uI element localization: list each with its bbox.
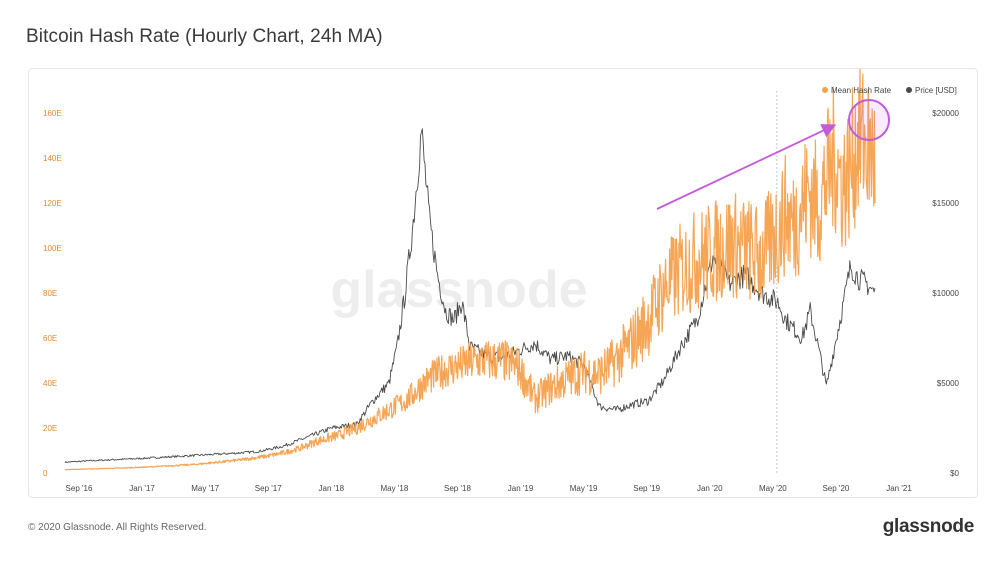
legend-price-label: Price [USD] xyxy=(915,86,957,95)
legend-hash-label: Mean Hash Rate xyxy=(831,86,892,95)
right-axis-tick-label: $15000 xyxy=(932,199,959,208)
legend-hash-swatch xyxy=(822,87,828,93)
x-axis-tick-label: May '20 xyxy=(759,484,787,493)
chart-panel: glassnode 0 20E 40E 60E 80E 100E 120E 140E 160E $… xyxy=(28,56,978,498)
annotation-arrow xyxy=(656,124,837,210)
x-axis-tick-label: Sep '20 xyxy=(822,484,849,493)
left-axis-tick-label: 120E xyxy=(43,199,62,208)
right-axis-tick-label: $20000 xyxy=(932,109,959,118)
left-axis-tick-label: 80E xyxy=(43,289,57,298)
annotation-circle xyxy=(848,99,890,141)
x-axis-tick-label: Sep '17 xyxy=(255,484,282,493)
left-axis-tick-label: 140E xyxy=(43,154,62,163)
left-axis-tick-label: 60E xyxy=(43,334,57,343)
x-axis-tick-label: Sep '19 xyxy=(633,484,660,493)
right-axis-tick-label: $5000 xyxy=(937,379,960,388)
x-axis-tick-label: Sep '16 xyxy=(66,484,93,493)
right-axis-tick-label: $10000 xyxy=(932,289,959,298)
left-axis-tick-label: 40E xyxy=(43,379,57,388)
x-axis-tick-label: May '18 xyxy=(381,484,409,493)
x-axis-tick-label: Sep '18 xyxy=(444,484,471,493)
left-axis-tick-label: 20E xyxy=(43,424,57,433)
right-axis-tick-label: $0 xyxy=(950,469,959,478)
x-axis-tick-label: Jan '18 xyxy=(319,484,345,493)
legend-price-swatch xyxy=(906,87,912,93)
x-axis-tick-label: Jan '20 xyxy=(697,484,723,493)
left-axis-tick-label: 160E xyxy=(43,109,62,118)
x-axis-tick-label: May '19 xyxy=(570,484,598,493)
hash-rate-line xyxy=(64,56,876,471)
x-axis-tick-label: Jan '19 xyxy=(508,484,534,493)
copyright-text: © 2020 Glassnode. All Rights Reserved. xyxy=(28,522,207,533)
x-axis-tick-label: Jan '21 xyxy=(886,484,912,493)
x-axis-tick-label: Jan '17 xyxy=(129,484,155,493)
page-title: Bitcoin Hash Rate (Hourly Chart, 24h MA) xyxy=(26,26,383,47)
hash-rate-chart: glassnode 020E40E60E80E100E120E140E160E$… xyxy=(43,56,960,493)
left-axis-tick-label: 100E xyxy=(43,244,62,253)
left-axis-tick-label: 0 xyxy=(43,469,48,478)
x-axis-tick-label: May '17 xyxy=(191,484,219,493)
brand-logo[interactable]: glassnode xyxy=(882,516,975,537)
